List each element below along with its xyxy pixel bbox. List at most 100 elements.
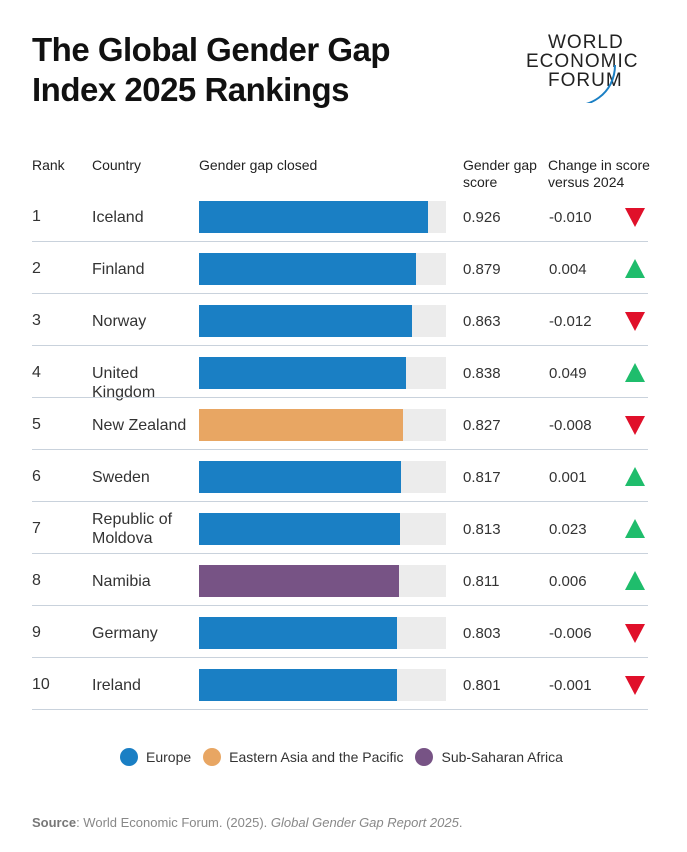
legend-label: Sub-Saharan Africa [441,749,563,765]
score-value: 0.801 [463,677,501,694]
change-value: -0.012 [549,313,592,330]
legend: Europe Eastern Asia and the Pacific Sub-Sa… [120,748,575,766]
bar-track [199,617,446,649]
bar-ireland [199,669,397,701]
country-name: New Zealand [92,417,187,434]
header-bar: Gender gap closed [199,157,318,173]
header-country: Country [92,157,142,173]
logo-line: ECONOMIC [526,51,639,72]
bar-new-zealand [199,409,404,441]
change-value: -0.006 [549,625,592,642]
legend-item: Eastern Asia and the Pacific [203,748,403,766]
rank: 4 [32,364,41,381]
table-row: 6 Sweden 0.817 0.001 [0,451,687,503]
logo-line: FORUM [548,70,623,91]
bar-track [199,565,446,597]
legend-dot-icon [203,748,222,766]
table-row: 2 Finland 0.879 0.004 [0,243,687,295]
bar-iceland [199,201,428,233]
table-row: 5 New Zealand 0.827 -0.008 [0,399,687,451]
header-change: Change in score versus 2024 [548,157,650,190]
change-value: -0.008 [549,417,592,434]
source-end: . [458,815,463,830]
row-divider [32,449,648,450]
triangle-up-icon [625,363,645,382]
bar-united-kingdom [199,357,406,389]
score-value: 0.879 [463,261,501,278]
country-name: Namibia [92,573,151,590]
triangle-up-icon [625,519,645,538]
bar-track [199,513,446,545]
bar-sweden [199,461,401,493]
change-value: 0.004 [549,261,587,278]
change-value: -0.010 [549,209,592,226]
row-divider [32,553,648,554]
triangle-down-icon [625,624,645,643]
table-row: 9 Germany 0.803 -0.006 [0,607,687,659]
bar-norway [199,305,413,337]
bar-track [199,357,446,389]
table-row: 8 Namibia 0.811 0.006 [0,555,687,607]
country-name: Republic of Moldova [92,511,173,547]
score-value: 0.813 [463,521,501,538]
score-value: 0.803 [463,625,501,642]
row-divider [32,709,648,710]
row-divider [32,605,648,606]
row-divider [32,345,648,346]
header-rank: Rank [32,157,65,173]
legend-item: Europe [120,748,191,766]
table-row: 4 United Kingdom 0.838 0.049 [0,347,687,401]
bar-track [199,305,446,337]
triangle-down-icon [625,416,645,435]
bar-namibia [199,565,400,597]
legend-dot-icon [120,748,138,766]
change-value: 0.006 [549,573,587,590]
source-note: Source: World Economic Forum. (2025). Gl… [32,815,462,830]
rank: 7 [32,520,41,537]
score-value: 0.863 [463,313,501,330]
row-divider [32,501,648,502]
table-row: 10 Ireland 0.801 -0.001 [0,659,687,711]
score-value: 0.926 [463,209,501,226]
table-row: 3 Norway 0.863 -0.012 [0,295,687,347]
rank: 5 [32,416,41,433]
change-value: 0.023 [549,521,587,538]
bar-germany [199,617,398,649]
country-name: Ireland [92,677,141,694]
bar-finland [199,253,417,285]
country-name: Iceland [92,209,144,226]
row-divider [32,397,648,398]
bar-track [199,409,446,441]
triangle-up-icon [625,259,645,278]
source-text: : World Economic Forum. (2025). [76,815,271,830]
bar-track [199,201,446,233]
rank: 6 [32,468,41,485]
header-score: Gender gap score [463,157,537,190]
country-name: United Kingdom [92,365,156,401]
change-value: 0.049 [549,365,587,382]
country-name: Finland [92,261,145,278]
legend-label: Eastern Asia and the Pacific [229,749,404,765]
country-name: Germany [92,625,158,642]
source-title: Global Gender Gap Report 2025 [270,815,459,830]
bar-track [199,253,446,285]
logo-line: WORLD [548,32,624,53]
triangle-down-icon [625,676,645,695]
triangle-down-icon [625,208,645,227]
wef-logo: WORLD ECONOMIC FORUM [526,32,639,103]
change-value: 0.001 [549,469,587,486]
table-row: 7 Republic of Moldova 0.813 0.023 [0,503,687,555]
legend-dot-icon [415,748,434,766]
page-title: The Global Gender Gap Index 2025 Ranking… [32,31,391,108]
bar-track [199,669,446,701]
change-value: -0.001 [549,677,592,694]
rank: 9 [32,624,41,641]
row-divider [32,241,648,242]
rank: 10 [32,676,50,693]
bar-track [199,461,446,493]
country-name: Sweden [92,469,150,486]
rank: 1 [32,208,41,225]
table-row: 1 Iceland 0.926 -0.010 [0,191,687,243]
score-value: 0.811 [463,573,500,590]
